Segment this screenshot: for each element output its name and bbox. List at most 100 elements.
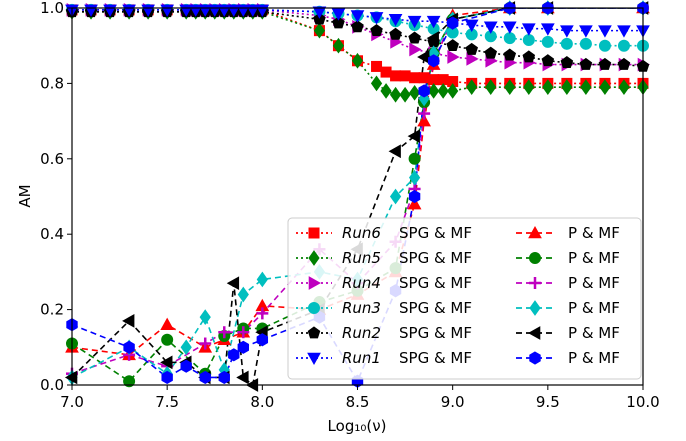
data-point bbox=[447, 50, 460, 64]
data-point bbox=[522, 34, 535, 47]
legend-label: P & MF bbox=[568, 324, 620, 342]
data-point bbox=[560, 25, 574, 38]
legend-marker bbox=[308, 227, 320, 239]
data-point bbox=[484, 46, 498, 59]
data-point bbox=[561, 79, 573, 96]
legend-marker bbox=[307, 352, 321, 366]
legend-label: P & MF bbox=[568, 274, 620, 292]
x-axis-title: Log₁₀(ν) bbox=[328, 417, 387, 435]
data-point bbox=[447, 83, 459, 99]
data-point bbox=[256, 333, 269, 347]
data-point bbox=[465, 42, 478, 55]
data-point bbox=[427, 54, 440, 68]
legend-marker bbox=[529, 351, 541, 365]
data-point bbox=[407, 197, 422, 210]
data-point bbox=[446, 39, 459, 52]
legend-marker bbox=[529, 300, 541, 316]
data-point bbox=[388, 14, 403, 27]
legend-label: Run1 bbox=[342, 349, 381, 367]
marker-layer bbox=[64, 0, 651, 392]
legend-label: P & MF bbox=[568, 224, 620, 242]
legend-marker bbox=[528, 225, 542, 239]
data-point bbox=[464, 19, 479, 32]
data-point bbox=[408, 152, 421, 165]
legend-label: Run6 bbox=[342, 224, 381, 242]
data-point bbox=[160, 317, 175, 330]
legend-label: P & MF bbox=[568, 249, 620, 267]
data-point bbox=[409, 72, 421, 84]
series-line-run2 bbox=[72, 10, 643, 68]
y-tick-label: 0.6 bbox=[40, 150, 64, 168]
data-point bbox=[408, 31, 421, 44]
data-point bbox=[380, 66, 392, 78]
legend-label: P & MF bbox=[568, 349, 620, 367]
data-point bbox=[199, 370, 211, 385]
data-point bbox=[237, 340, 249, 354]
legend-method: SPG & MF bbox=[399, 349, 472, 367]
legend-method: SPG & MF bbox=[399, 274, 472, 292]
data-point bbox=[618, 79, 630, 96]
data-point bbox=[389, 188, 402, 205]
x-tick-label: 7.5 bbox=[155, 393, 179, 411]
x-tick-label: 9.0 bbox=[441, 393, 465, 411]
data-point bbox=[503, 32, 516, 45]
data-point bbox=[503, 48, 517, 61]
x-tick-label: 8.0 bbox=[250, 393, 274, 411]
x-tick-label: 9.5 bbox=[536, 393, 560, 411]
data-point bbox=[504, 79, 516, 96]
data-point bbox=[237, 286, 249, 303]
data-point bbox=[351, 52, 364, 69]
data-point bbox=[370, 75, 383, 92]
data-point bbox=[161, 333, 174, 346]
data-point bbox=[408, 189, 421, 204]
data-point bbox=[417, 114, 431, 127]
legend-label: Run3 bbox=[342, 299, 381, 317]
x-tick-label: 10.0 bbox=[626, 393, 659, 411]
data-point bbox=[350, 10, 365, 23]
data-point bbox=[409, 42, 422, 57]
y-tick-label: 1.0 bbox=[40, 0, 64, 17]
data-point bbox=[236, 370, 249, 385]
y-tick-label: 0.4 bbox=[40, 225, 64, 243]
data-point bbox=[428, 83, 440, 99]
legend-marker bbox=[308, 250, 320, 266]
data-point bbox=[522, 50, 536, 63]
data-point bbox=[390, 70, 402, 82]
legend-method: SPG & MF bbox=[399, 224, 472, 242]
data-point bbox=[617, 39, 630, 52]
data-point bbox=[579, 37, 592, 50]
data-point bbox=[370, 24, 383, 36]
data-point bbox=[579, 57, 593, 70]
data-point bbox=[399, 70, 411, 82]
data-point bbox=[426, 15, 441, 29]
data-point bbox=[371, 60, 383, 72]
data-point bbox=[218, 370, 230, 385]
data-point bbox=[389, 27, 402, 40]
data-point bbox=[408, 169, 421, 186]
data-point bbox=[599, 79, 611, 96]
data-point bbox=[312, 6, 327, 19]
data-point bbox=[331, 8, 346, 21]
data-point bbox=[541, 35, 554, 48]
data-point bbox=[540, 23, 555, 36]
data-point bbox=[485, 79, 497, 96]
legend-box bbox=[287, 217, 642, 380]
data-point bbox=[369, 12, 384, 25]
data-point bbox=[617, 25, 631, 38]
data-point bbox=[237, 326, 250, 339]
data-point bbox=[180, 359, 192, 373]
data-point bbox=[123, 375, 136, 388]
data-point bbox=[502, 21, 517, 34]
legend-marker bbox=[307, 326, 321, 339]
legend-method: SPG & MF bbox=[399, 249, 472, 267]
data-point bbox=[418, 84, 430, 98]
data-point bbox=[407, 129, 420, 144]
data-point bbox=[407, 15, 422, 29]
y-tick-label: 0.0 bbox=[40, 376, 64, 394]
legend-method: SPG & MF bbox=[399, 299, 472, 317]
legend-marker bbox=[529, 252, 541, 264]
legend-label: Run5 bbox=[342, 249, 381, 267]
data-point bbox=[160, 355, 173, 370]
data-point bbox=[380, 83, 392, 99]
